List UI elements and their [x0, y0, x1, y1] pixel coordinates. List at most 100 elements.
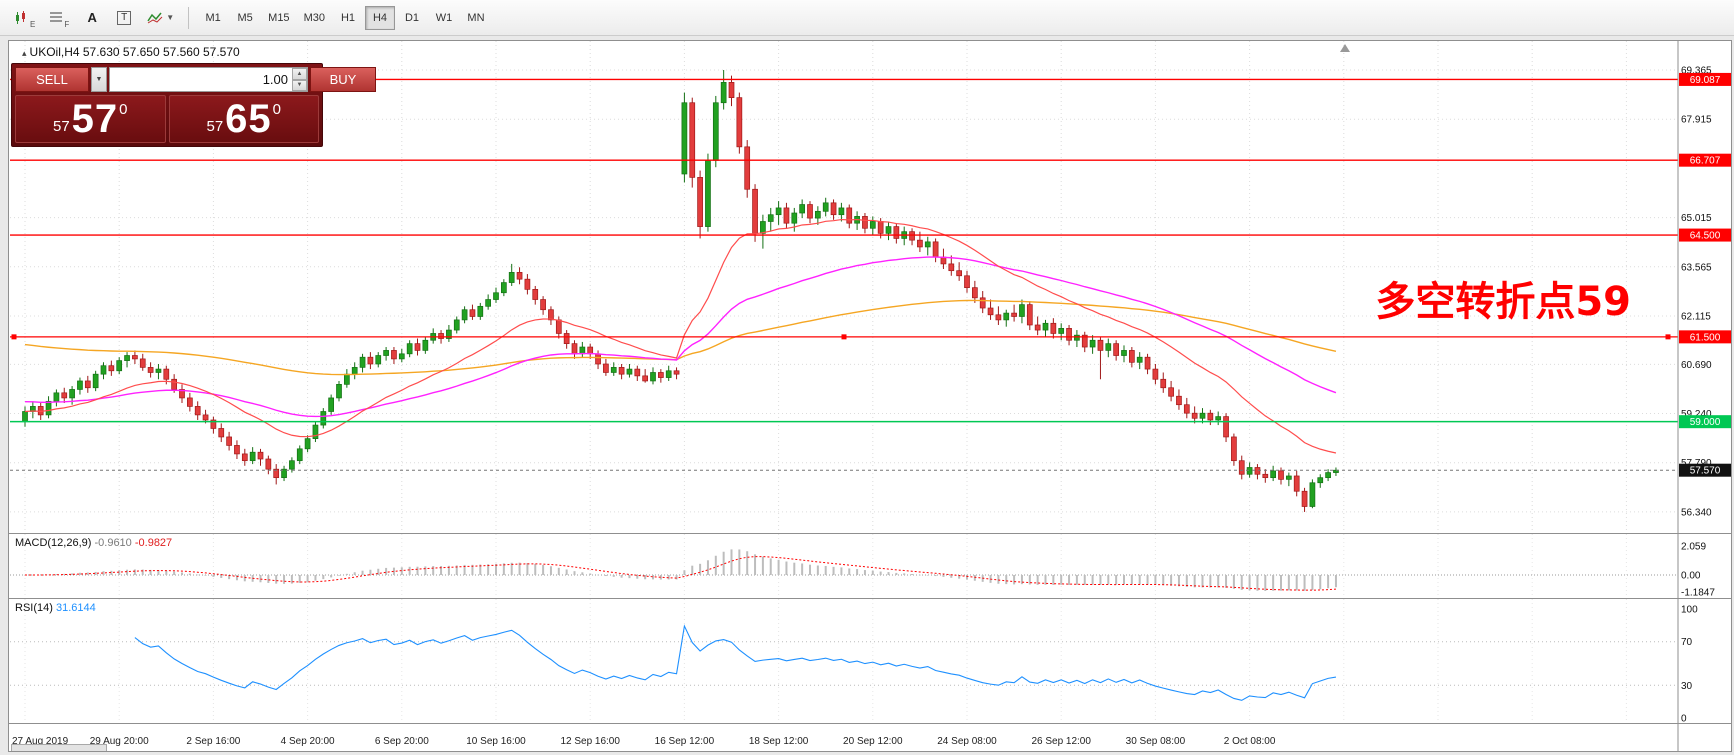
sub-e-label: E — [30, 19, 36, 29]
svg-text:16 Sep 12:00: 16 Sep 12:00 — [655, 736, 715, 747]
tf-mn[interactable]: MN — [461, 6, 491, 30]
volume-stepper: ▲ ▼ — [292, 68, 307, 91]
macd-signal-value: -0.9827 — [134, 537, 173, 549]
svg-text:61.500: 61.500 — [1690, 332, 1721, 343]
svg-text:63.565: 63.565 — [1681, 262, 1712, 273]
svg-text:69.365: 69.365 — [1681, 65, 1712, 76]
svg-text:29 Aug 20:00: 29 Aug 20:00 — [90, 736, 149, 747]
level-anchor — [1665, 334, 1671, 340]
toolbar: E F A T ▼ M1 M5 M15 M30 H1 H4 D1 W1 MN — [0, 0, 1734, 36]
svg-text:12 Sep 16:00: 12 Sep 16:00 — [560, 736, 620, 747]
svg-text:6 Sep 20:00: 6 Sep 20:00 — [375, 736, 429, 747]
bar-charts-icon[interactable]: E — [8, 6, 41, 30]
svg-text:59.240: 59.240 — [1681, 409, 1712, 420]
ask-pips: 65 — [225, 97, 272, 141]
a-glyph: A — [87, 10, 97, 25]
rsi-pane-label: RSI(14) 31.6144 — [15, 602, 96, 614]
svg-text:60.690: 60.690 — [1681, 360, 1712, 371]
tf-w1[interactable]: W1 — [429, 6, 459, 30]
red-level-tag — [1679, 228, 1731, 242]
volume-field: ▲ ▼ — [109, 67, 308, 92]
candles-layer — [22, 69, 1339, 512]
current-price-tag — [1679, 463, 1731, 477]
tf-m30[interactable]: M30 — [298, 6, 331, 30]
svg-text:2 Oct 08:00: 2 Oct 08:00 — [1224, 736, 1276, 747]
tf-h1[interactable]: H1 — [333, 6, 363, 30]
ask-int: 57 — [206, 118, 224, 135]
svg-text:56.340: 56.340 — [1681, 507, 1712, 518]
dropdown-caret-icon: ▼ — [166, 13, 175, 22]
shift-marker-icon — [1340, 44, 1350, 52]
macd-pane-label: MACD(12,26,9) -0.9610 -0.9827 — [15, 537, 173, 549]
volume-dropdown-button[interactable]: ▼ — [91, 67, 107, 92]
svg-text:0.00: 0.00 — [1681, 571, 1701, 582]
tf-m15[interactable]: M15 — [262, 6, 295, 30]
chart-window: 69.365 67.915 65.015 63.565 62.115 60.690 59.2… — [8, 40, 1732, 752]
rsi-line — [134, 624, 1337, 701]
svg-text:10 Sep 16:00: 10 Sep 16:00 — [466, 736, 526, 747]
svg-text:24 Sep 08:00: 24 Sep 08:00 — [937, 736, 997, 747]
t-glyph: T — [117, 10, 132, 25]
tf-m5[interactable]: M5 — [230, 6, 260, 30]
svg-text:2 Sep 16:00: 2 Sep 16:00 — [186, 736, 240, 747]
svg-text:65.015: 65.015 — [1681, 213, 1712, 224]
tf-h4[interactable]: H4 — [364, 5, 395, 30]
svg-text:67.915: 67.915 — [1681, 115, 1712, 126]
svg-text:4 Sep 20:00: 4 Sep 20:00 — [281, 736, 335, 747]
macd-main-value: -0.9610 — [94, 537, 132, 549]
rsi-value: 31.6144 — [55, 602, 96, 614]
svg-text:-1.1847: -1.1847 — [1681, 587, 1715, 598]
ohlc-summary: ▴ UKOil,H4 57.630 57.650 57.560 57.570 — [22, 45, 240, 59]
ask-pipette: 0 — [272, 101, 282, 118]
toolbar-separator — [188, 6, 190, 29]
price-chart[interactable]: 69.365 67.915 65.015 63.565 62.115 60.690 59.2… — [9, 41, 1731, 751]
red-level-tag — [1679, 153, 1731, 167]
svg-text:100: 100 — [1681, 605, 1698, 616]
volume-up-button[interactable]: ▲ — [292, 68, 307, 80]
tf-m1[interactable]: M1 — [198, 6, 228, 30]
green-level-tag — [1679, 415, 1731, 429]
svg-text:62.115: 62.115 — [1681, 311, 1711, 322]
level-anchor — [841, 334, 847, 340]
svg-text:57.570: 57.570 — [1690, 466, 1721, 477]
bid-pipette: 0 — [119, 101, 128, 118]
bid-price-display[interactable]: 57 57 0 — [15, 95, 166, 143]
y-axis: 69.365 67.915 65.015 63.565 62.115 60.690 59.2… — [1681, 65, 1712, 518]
svg-text:20 Sep 12:00: 20 Sep 12:00 — [843, 736, 903, 747]
annotation-text: 多空转折点59 — [1375, 279, 1631, 325]
chart-glyph-icon: ▴ — [22, 48, 27, 58]
candles-glyph — [16, 10, 25, 24]
bid-pips: 57 — [71, 97, 119, 141]
svg-text:64.500: 64.500 — [1690, 231, 1721, 242]
svg-text:70: 70 — [1681, 637, 1693, 648]
indicators-icon[interactable]: ▼ — [141, 6, 180, 30]
buy-button[interactable]: BUY — [310, 67, 376, 92]
svg-text:66.707: 66.707 — [1690, 156, 1721, 167]
text-label-icon[interactable]: A — [77, 6, 107, 30]
bid-int: 57 — [52, 118, 70, 135]
svg-text:27 Aug 2019: 27 Aug 2019 — [12, 736, 69, 747]
one-click-trading-panel: SELL ▼ ▲ ▼ BUY 57 57 0 57 65 0 — [11, 63, 376, 147]
chart-tab-stub[interactable] — [11, 744, 107, 751]
volume-down-button[interactable]: ▼ — [292, 79, 307, 91]
ask-price-display[interactable]: 57 65 0 — [168, 95, 319, 143]
text-box-icon[interactable]: T — [109, 6, 139, 30]
svg-text:69.087: 69.087 — [1690, 75, 1721, 86]
indicator-glyph — [147, 12, 163, 24]
svg-text:59.000: 59.000 — [1690, 417, 1721, 428]
x-axis: 27 Aug 2019 29 Aug 20:00 2 Sep 16:00 4 Sep … — [12, 736, 1276, 747]
svg-text:2.059: 2.059 — [1681, 541, 1706, 552]
macd-histogram — [24, 549, 1337, 591]
red-level-tag — [1679, 330, 1731, 344]
svg-text:30: 30 — [1681, 681, 1693, 692]
tf-d1[interactable]: D1 — [397, 6, 427, 30]
grid-glyph — [50, 12, 63, 22]
grid-list-icon[interactable]: F — [43, 6, 75, 30]
red-level-tag — [1679, 72, 1731, 86]
svg-text:18 Sep 12:00: 18 Sep 12:00 — [749, 736, 809, 747]
svg-text:0: 0 — [1681, 714, 1687, 725]
svg-text:26 Sep 12:00: 26 Sep 12:00 — [1031, 736, 1091, 747]
sell-button[interactable]: SELL — [15, 67, 89, 92]
volume-input[interactable] — [110, 68, 292, 91]
